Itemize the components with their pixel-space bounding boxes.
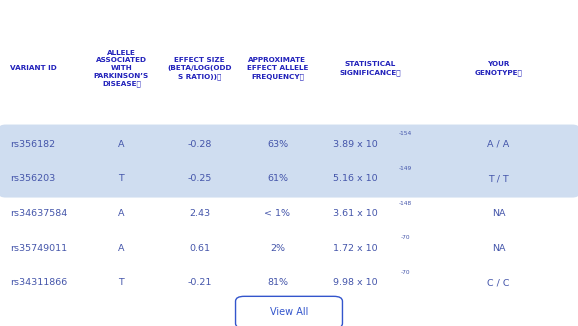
Text: 1.72 x 10: 1.72 x 10 (333, 244, 378, 253)
Text: APPROXIMATE
EFFECT ALLELE
FREQUENCYⓘ: APPROXIMATE EFFECT ALLELE FREQUENCYⓘ (247, 57, 308, 80)
Text: 0.61: 0.61 (189, 244, 210, 253)
Text: -0.28: -0.28 (187, 140, 212, 149)
Text: rs356182: rs356182 (10, 140, 55, 149)
Text: 3.89 x 10: 3.89 x 10 (333, 140, 378, 149)
Text: -149: -149 (399, 166, 412, 171)
Text: A: A (118, 244, 125, 253)
Text: T: T (118, 278, 124, 287)
Text: 9.98 x 10: 9.98 x 10 (333, 278, 378, 287)
Text: VARIANT ID: VARIANT ID (10, 66, 57, 71)
Text: -0.21: -0.21 (187, 278, 212, 287)
Text: -148: -148 (399, 200, 412, 206)
Text: NA: NA (492, 244, 505, 253)
Text: -70: -70 (401, 235, 410, 240)
Text: A / A: A / A (487, 140, 510, 149)
Text: ALLELE
ASSOCIATED
WITH
PARKINSON’S
DISEASEⓘ: ALLELE ASSOCIATED WITH PARKINSON’S DISEA… (94, 50, 149, 87)
Text: -70: -70 (401, 270, 410, 275)
FancyBboxPatch shape (0, 159, 578, 198)
Text: rs34311866: rs34311866 (10, 278, 68, 287)
Text: View All: View All (270, 307, 308, 317)
Text: A: A (118, 209, 125, 218)
Text: -154: -154 (399, 131, 412, 137)
Text: rs34637584: rs34637584 (10, 209, 68, 218)
Text: 2%: 2% (270, 244, 285, 253)
Text: rs356203: rs356203 (10, 174, 55, 184)
Text: T: T (118, 174, 124, 184)
Text: 61%: 61% (267, 174, 288, 184)
Text: T / T: T / T (488, 174, 509, 184)
Text: YOUR
GENOTYPEⓘ: YOUR GENOTYPEⓘ (475, 61, 523, 76)
FancyBboxPatch shape (0, 125, 578, 163)
FancyBboxPatch shape (236, 296, 342, 326)
Text: rs35749011: rs35749011 (10, 244, 68, 253)
Text: 2.43: 2.43 (189, 209, 210, 218)
Text: 3.61 x 10: 3.61 x 10 (333, 209, 378, 218)
Text: 63%: 63% (267, 140, 288, 149)
Text: 5.16 x 10: 5.16 x 10 (333, 174, 378, 184)
Text: A: A (118, 140, 125, 149)
Text: C / C: C / C (487, 278, 510, 287)
Text: EFFECT SIZE
(BETA/LOG(ODD
S RATIO))ⓘ: EFFECT SIZE (BETA/LOG(ODD S RATIO))ⓘ (167, 57, 232, 80)
Text: NA: NA (492, 209, 505, 218)
Text: STATISTICAL
SIGNIFICANCEⓘ: STATISTICAL SIGNIFICANCEⓘ (339, 61, 401, 76)
Text: 81%: 81% (267, 278, 288, 287)
Text: < 1%: < 1% (265, 209, 290, 218)
Text: -0.25: -0.25 (187, 174, 212, 184)
